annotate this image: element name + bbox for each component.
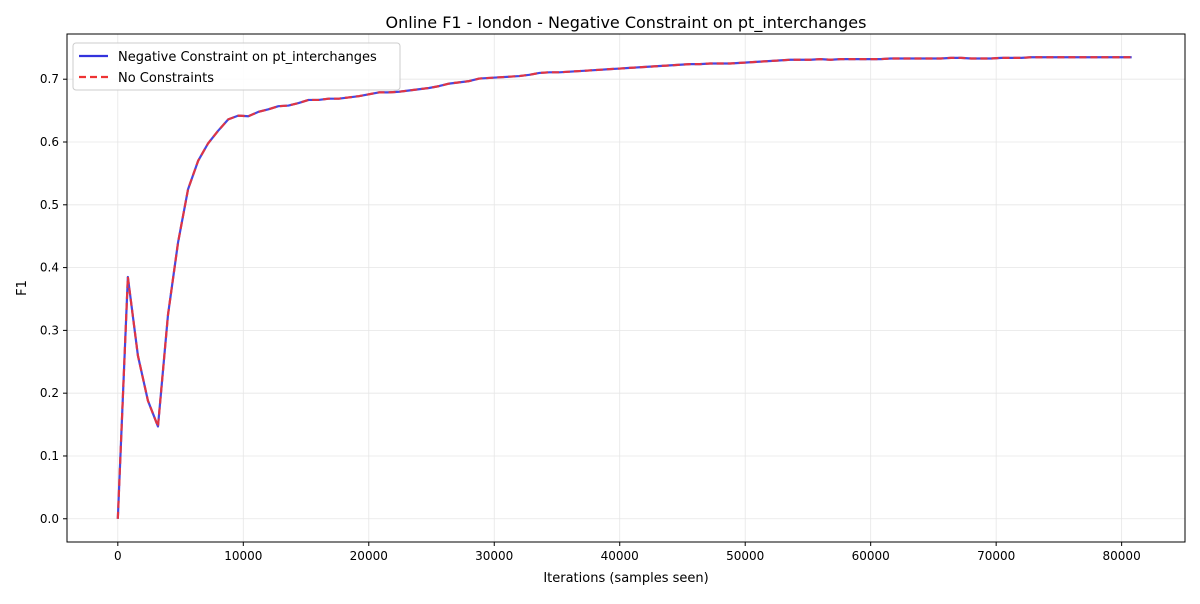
series-line-no-constraints <box>116 56 1132 519</box>
x-tick-label: 20000 <box>350 549 388 563</box>
x-tick-label: 10000 <box>224 549 262 563</box>
y-tick-label: 0.4 <box>40 261 59 275</box>
y-tick-label: 0.7 <box>40 72 59 86</box>
y-axis-label: F1 <box>15 280 30 296</box>
y-tick-label: 0.6 <box>40 135 59 149</box>
y-tick-label: 0.3 <box>40 323 59 337</box>
x-axis-label: Iterations (samples seen) <box>543 571 708 586</box>
legend-label: Negative Constraint on pt_interchanges <box>118 50 377 65</box>
x-tick-label: 30000 <box>475 549 513 563</box>
chart-title: Online F1 - london - Negative Constraint… <box>386 13 867 33</box>
y-tick-label: 0.1 <box>40 449 59 463</box>
plot-frame <box>66 33 1186 543</box>
x-tick-label: 50000 <box>726 549 764 563</box>
series-lines <box>116 56 1132 519</box>
axis-ticks: 0 10000 20000 30000 40000 50000 60000 70000 8000… <box>40 72 1141 563</box>
y-tick-label: 0.0 <box>40 512 59 526</box>
x-tick-label: 0 <box>114 549 122 563</box>
grid <box>67 34 1185 542</box>
legend-label: No Constraints <box>118 71 214 86</box>
x-tick-label: 60000 <box>852 549 890 563</box>
legend-box <box>72 42 401 91</box>
y-tick-label: 0.5 <box>40 198 59 212</box>
y-tick-label: 0.2 <box>40 386 59 400</box>
legend: Negative Constraint on pt_interchanges No… <box>72 42 401 91</box>
x-tick-label: 80000 <box>1103 549 1141 563</box>
x-tick-label: 40000 <box>601 549 639 563</box>
x-tick-label: 70000 <box>977 549 1015 563</box>
